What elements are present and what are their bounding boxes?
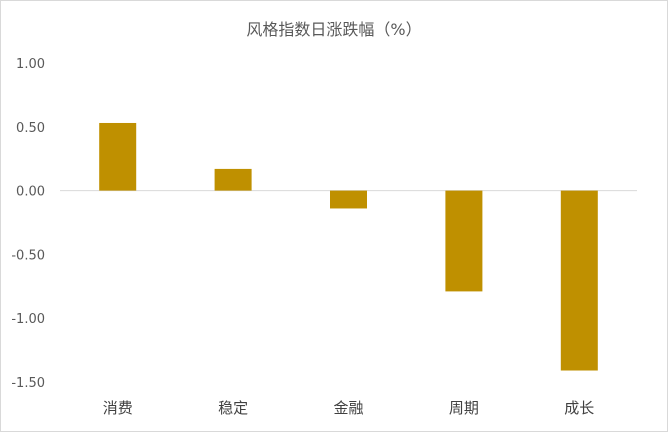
x-category-label: 成长: [564, 399, 594, 417]
y-tick-label: -1.50: [11, 376, 45, 391]
y-tick-label: -0.50: [11, 248, 45, 263]
y-tick-label: 0.50: [16, 121, 45, 136]
y-tick-label: 1.00: [16, 57, 45, 72]
bar-1: [214, 168, 252, 191]
x-category-label: 稳定: [218, 399, 248, 417]
bar-3: [445, 190, 483, 292]
y-axis-tick-labels: 1.00 0.50 0.00 -0.50 -1.00 -1.50: [11, 57, 45, 391]
bar-4: [560, 190, 598, 371]
bars: [99, 122, 598, 371]
x-category-label: 金融: [333, 399, 363, 417]
chart-title: 风格指数日涨跌幅（%）: [246, 20, 421, 39]
x-category-label: 周期: [449, 399, 479, 417]
bar-2: [330, 190, 367, 209]
bar-0: [99, 122, 137, 191]
y-tick-label: -1.00: [11, 312, 45, 327]
x-axis-category-labels: 消费 稳定 金融 周期 成长: [103, 399, 595, 417]
y-tick-label: 0.00: [16, 185, 45, 200]
x-category-label: 消费: [103, 399, 133, 417]
